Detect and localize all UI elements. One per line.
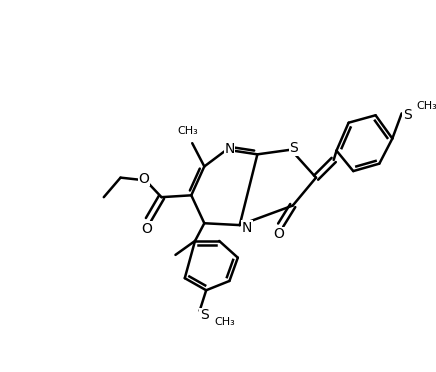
Text: S: S [403, 108, 412, 122]
Text: CH₃: CH₃ [215, 317, 235, 327]
Text: O: O [138, 171, 149, 186]
Text: N: N [224, 142, 235, 156]
Text: CH₃: CH₃ [177, 126, 198, 136]
Text: CH₃: CH₃ [416, 101, 436, 111]
Text: S: S [290, 141, 298, 155]
Text: N: N [242, 221, 252, 235]
Text: O: O [273, 227, 284, 241]
Text: S: S [200, 308, 209, 323]
Text: O: O [141, 222, 152, 236]
